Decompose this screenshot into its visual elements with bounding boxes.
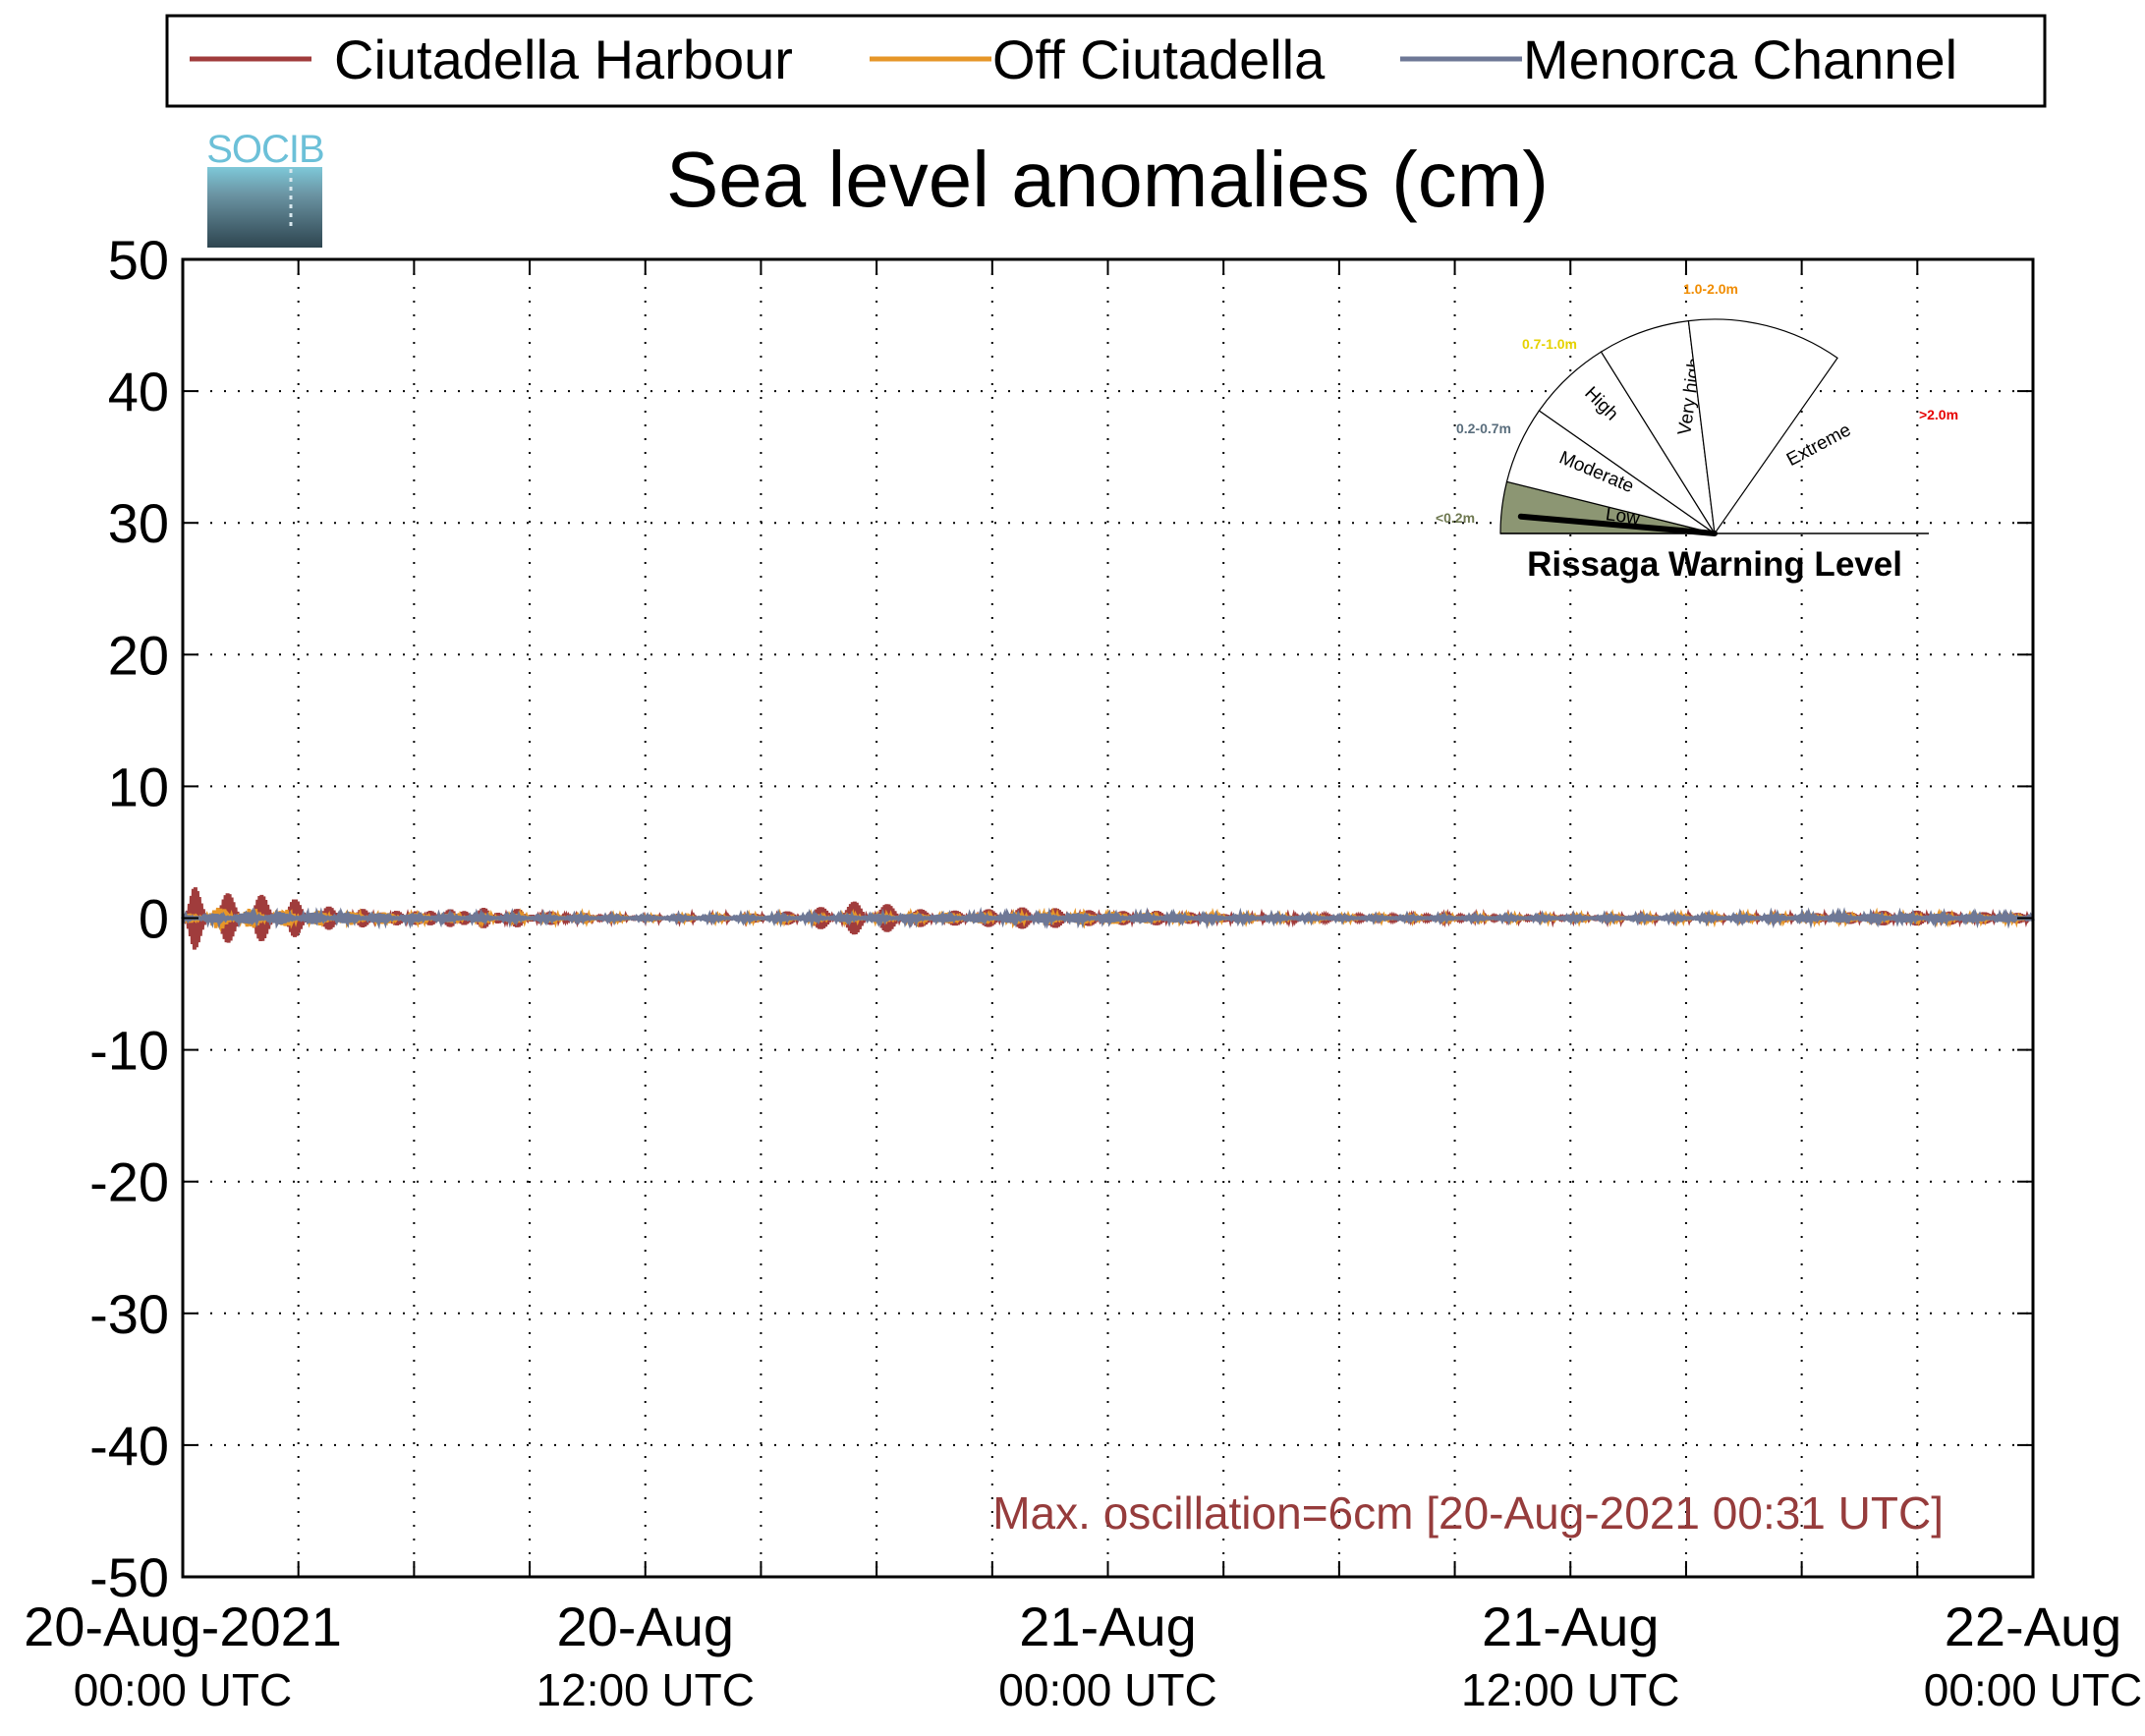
y-tick-label: -20	[89, 1151, 169, 1213]
series-line	[181, 907, 2035, 930]
gauge-range-label: 0.7-1.0m	[1522, 336, 1577, 352]
x-tick-time-label: 00:00 UTC	[998, 1664, 1216, 1715]
logo-text: SOCIB	[206, 128, 323, 171]
rissaga-warning-gauge: Low<0.2mModerate0.2-0.7mHigh0.7-1.0mVery…	[1436, 281, 1958, 584]
y-tick-label: 50	[108, 229, 169, 291]
gauge-range-label: 0.2-0.7m	[1456, 420, 1511, 436]
gauge-title: Rissaga Warning Level	[1527, 545, 1902, 584]
x-tick-date-label: 20-Aug	[556, 1596, 734, 1657]
y-tick-label: -10	[89, 1020, 169, 1082]
legend-box	[165, 14, 2047, 108]
gauge-needle	[1517, 513, 1718, 536]
legend-label: Menorca Channel	[1523, 28, 1957, 90]
x-tick-time-label: 12:00 UTC	[1461, 1664, 1679, 1715]
y-tick-label: -50	[89, 1546, 169, 1608]
series-lines	[181, 887, 2035, 950]
gauge-range-label: 1.0-2.0m	[1683, 281, 1738, 297]
y-tick-label: 30	[108, 492, 169, 554]
y-axis-labels: 50 40 30 20 10 0 -10 -20 -30 -40 -50	[89, 229, 169, 1608]
gauge-range-label: <0.2m	[1436, 510, 1475, 526]
x-tick-date-label: 20-Aug-2021	[24, 1596, 342, 1657]
x-tick-time-label: 00:00 UTC	[1924, 1664, 2142, 1715]
x-axis-labels: 20-Aug-2021 00:00 UTC 20-Aug 12:00 UTC 21-Au…	[24, 1596, 2142, 1715]
logo-block	[207, 167, 322, 248]
y-tick-label: -40	[89, 1415, 169, 1477]
max-oscillation-annotation: Max. oscillation=6cm [20-Aug-2021 00:31 …	[992, 1487, 1944, 1539]
x-tick-date-label: 21-Aug	[1482, 1596, 1660, 1657]
y-tick-label: 10	[108, 756, 169, 817]
y-tick-label: 20	[108, 624, 169, 686]
x-tick-time-label: 12:00 UTC	[536, 1664, 755, 1715]
x-tick-time-label: 00:00 UTC	[74, 1664, 292, 1715]
legend-label: Ciutadella Harbour	[334, 28, 793, 90]
axis-ticks	[182, 258, 2034, 1578]
y-tick-label: 40	[108, 361, 169, 422]
gauge-sector	[1687, 318, 1838, 535]
legend-label: Off Ciutadella	[992, 28, 1326, 90]
x-tick-date-label: 21-Aug	[1019, 1596, 1197, 1657]
x-tick-date-label: 22-Aug	[1945, 1596, 2122, 1657]
gauge-range-label: >2.0m	[1919, 407, 1958, 422]
y-tick-label: -30	[89, 1283, 169, 1345]
socib-logo: SOCIB	[206, 128, 325, 248]
legend: Ciutadella Harbour Off Ciutadella Menorca …	[165, 14, 2047, 108]
y-tick-label: 0	[139, 888, 169, 950]
chart-title: Sea level anomalies (cm)	[666, 136, 1549, 223]
